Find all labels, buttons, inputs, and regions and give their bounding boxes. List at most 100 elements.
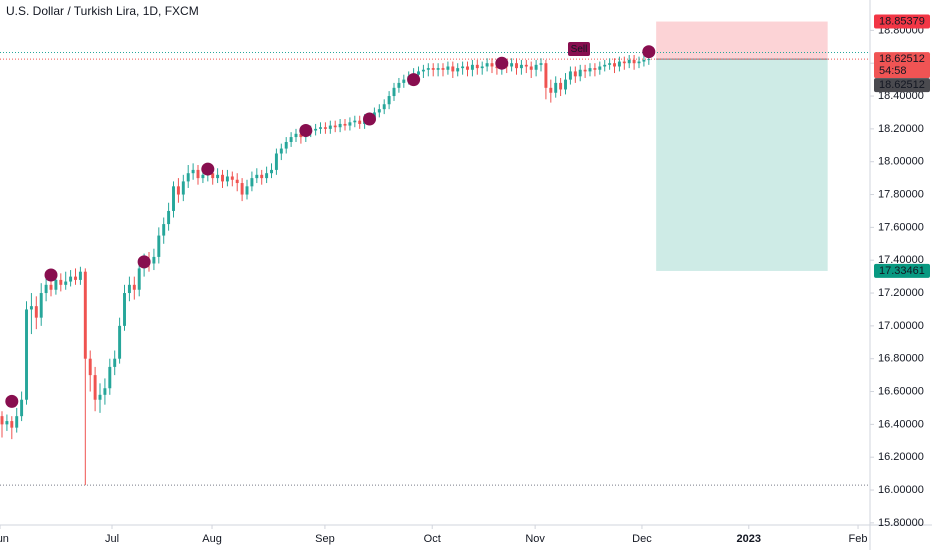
x-tick-label: Jul (105, 533, 119, 545)
sell-signal (5, 394, 19, 408)
candle-body (260, 174, 264, 179)
y-tick-label: 18.40000 (878, 90, 924, 102)
y-tick-label: 16.00000 (878, 484, 924, 496)
candle-body (642, 59, 646, 62)
sell-signal (299, 124, 313, 138)
candle-body (113, 358, 117, 367)
y-tick-label: 16.60000 (878, 385, 924, 397)
candle-body (549, 87, 553, 93)
candle-body (490, 63, 494, 67)
sell-label-box (568, 42, 590, 56)
candle-body (118, 325, 122, 359)
candle-body (216, 174, 220, 179)
candle-body (613, 63, 616, 67)
candle-body (201, 174, 205, 179)
candle-body (598, 66, 602, 70)
candle-body (559, 82, 563, 90)
price-label: 18.62512 (879, 53, 925, 65)
candle-body (593, 68, 597, 70)
candle-body (568, 71, 572, 80)
candle-body (15, 416, 19, 428)
candle-body (93, 375, 97, 400)
candle-body (647, 59, 651, 61)
candle-body (167, 210, 171, 225)
candle-body (510, 63, 514, 67)
x-tick-label: 2023 (737, 533, 761, 545)
plot-area: Sell (0, 21, 870, 486)
sell-signal (363, 112, 377, 126)
y-tick-label: 17.40000 (878, 254, 924, 266)
candle-body (274, 153, 278, 170)
candle-body (333, 125, 337, 128)
countdown: 54:58 (879, 65, 907, 77)
candle-body (74, 276, 77, 280)
candle-body (0, 416, 4, 425)
sell-signal (495, 56, 509, 70)
candle-body (441, 68, 445, 70)
sell-signal (642, 45, 656, 59)
candle-body (387, 96, 391, 105)
candle-body (270, 169, 273, 174)
candle-body (69, 276, 73, 282)
candle-body (44, 284, 48, 294)
candle-body (348, 122, 352, 126)
candle-body (426, 68, 430, 70)
candle-body (603, 64, 607, 67)
candle-body (245, 186, 249, 195)
candle-body (314, 128, 318, 131)
candle-body (10, 421, 14, 428)
candle-body (470, 64, 474, 70)
candle-body (54, 279, 58, 290)
candle-body (583, 69, 587, 72)
candle-body (397, 82, 401, 88)
candle-body (446, 66, 450, 70)
candle-body (279, 148, 283, 154)
candle-body (539, 63, 543, 65)
candle-body (328, 125, 332, 129)
candle-body (176, 186, 180, 195)
candle-body (181, 181, 185, 195)
candle-body (34, 306, 38, 318)
candle-body (417, 71, 420, 75)
x-tick-label: Jun (0, 533, 9, 545)
candle-body (284, 142, 288, 149)
candle-body (191, 169, 195, 174)
candle-body (235, 179, 239, 184)
candle-body (480, 66, 484, 69)
candle-body (436, 68, 440, 70)
candle-body (64, 281, 68, 285)
candle-body (338, 123, 342, 128)
y-tick-label: 16.40000 (878, 418, 924, 430)
sell-label: Sell (571, 44, 588, 55)
y-tick-label: 17.20000 (878, 287, 924, 299)
x-tick-label: Dec (632, 533, 652, 545)
candle-body (588, 68, 592, 72)
sell-signal (201, 162, 215, 176)
y-tick-label: 16.20000 (878, 451, 924, 463)
x-tick-label: Feb (849, 533, 868, 545)
price-label-box (874, 263, 930, 278)
candle-body (573, 71, 577, 77)
candle-body (5, 421, 9, 425)
candle-body (358, 120, 362, 124)
candle-body (255, 174, 259, 179)
y-tick-label: 18.00000 (878, 156, 924, 168)
candle-body (265, 173, 269, 179)
candle-body (466, 66, 469, 70)
sell-signal (44, 268, 58, 282)
candle-body (289, 137, 293, 143)
candle-body (29, 306, 33, 310)
candle-body (162, 224, 166, 236)
candle-body (519, 64, 523, 69)
candle-body (103, 388, 107, 395)
candle-body (529, 66, 533, 70)
candle-body (83, 271, 87, 359)
candle-body (617, 61, 621, 67)
candle-body (353, 120, 357, 123)
candle-body (637, 61, 641, 64)
candle-body (524, 64, 528, 67)
price-label: 18.85379 (879, 15, 925, 27)
candle-body (485, 63, 489, 67)
